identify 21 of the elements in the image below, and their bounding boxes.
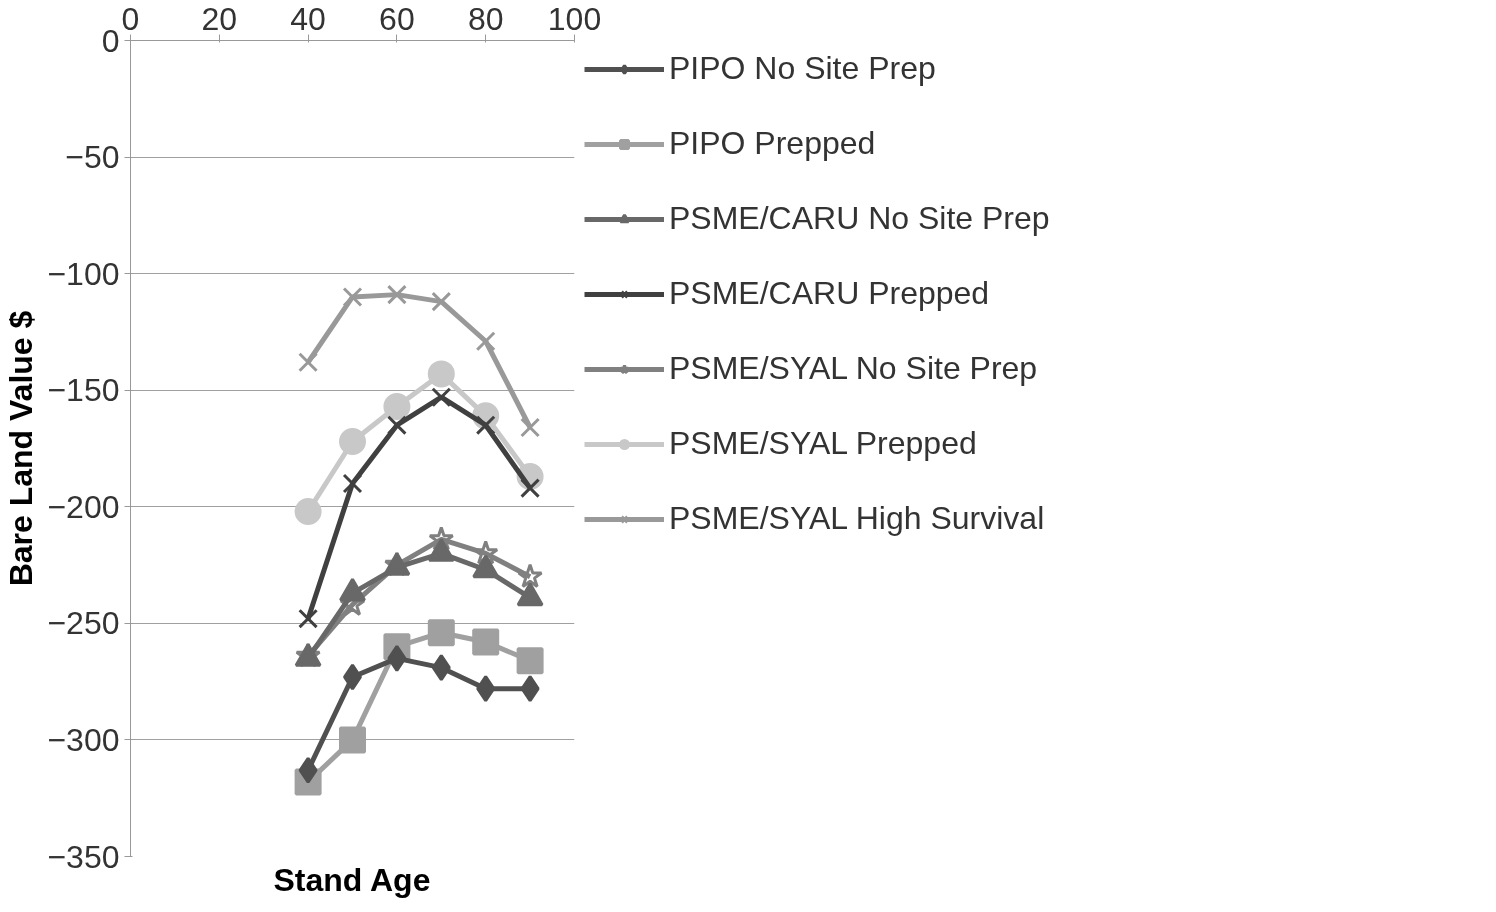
y-tick-label: −200 [47,488,120,525]
legend-label: PIPO No Site Prep [669,50,936,87]
legend-label: PSME/SYAL No Site Prep [669,350,1038,387]
legend-label: PSME/SYAL High Survival [669,500,1045,537]
y-tick-label: −150 [47,372,120,409]
x-tick-label: 100 [547,0,602,37]
legend-label: PSME/CARU Prepped [669,275,990,312]
x-tick-label: 20 [201,0,238,37]
x-tick-label: 60 [379,0,415,37]
y-tick-label: −50 [65,139,120,176]
legend-label: PIPO Prepped [669,125,876,162]
y-axis-title: Bare Land Value $ [3,310,40,587]
y-tick-label: −100 [47,255,120,292]
legend-label: PSME/SYAL Prepped [669,425,977,462]
x-tick-label: 80 [467,0,504,37]
y-tick-label: −250 [47,605,120,642]
y-tick-label: −300 [47,721,120,758]
legend-label: PSME/CARU No Site Prep [669,200,1050,237]
y-tick-label: −350 [47,838,120,875]
x-tick-label: 40 [290,0,326,37]
x-axis-title: Stand Age [273,861,431,898]
